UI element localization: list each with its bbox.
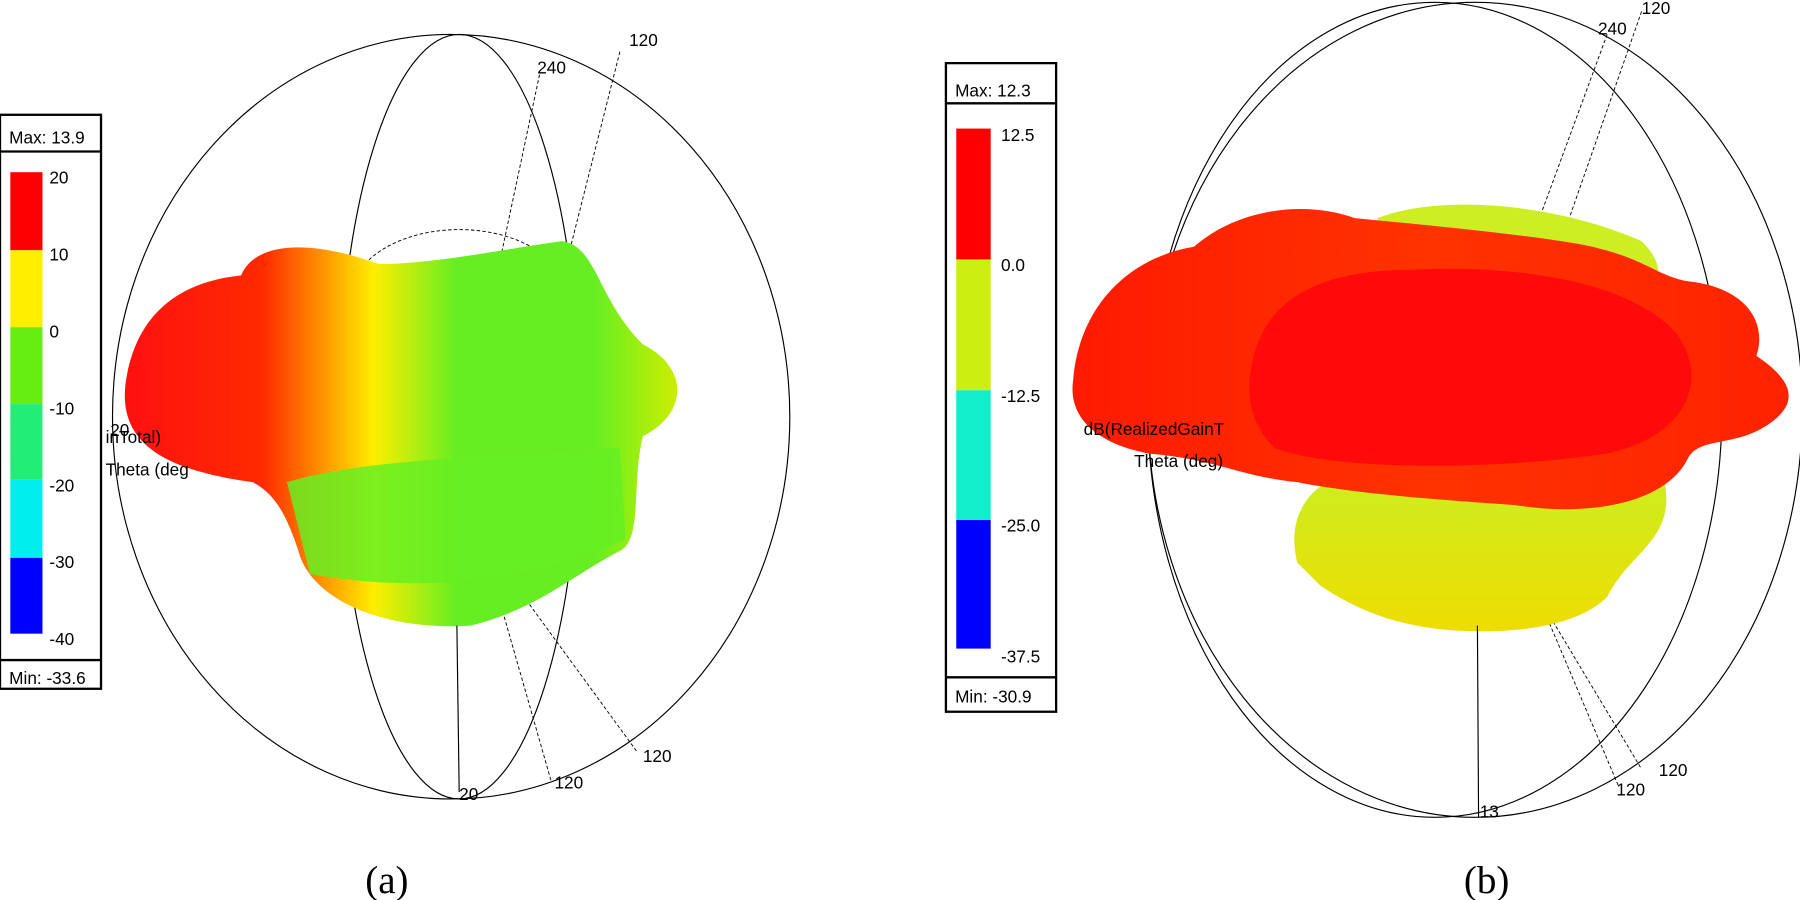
overlay-label: Theta (deg) — [1134, 451, 1223, 471]
scale-label: -12.5 — [1001, 386, 1040, 406]
scale-label: -40 — [49, 629, 74, 649]
panel-b-plot — [1072, 1, 1800, 818]
main-lobe — [1249, 268, 1692, 466]
panel-a-plot — [111, 33, 791, 800]
side-lobes — [286, 447, 626, 584]
axis-label: 120 — [643, 746, 672, 766]
scale-label: 12.5 — [1001, 125, 1034, 145]
scale-label: 0 — [49, 322, 59, 342]
max-label: Max: 12.3 — [955, 80, 1031, 100]
lower-lobes — [1294, 470, 1667, 632]
scale-label: -37.5 — [1001, 646, 1040, 666]
axis-label: 120 — [554, 773, 583, 793]
color-legend-a — [0, 113, 103, 690]
min-label: Min: -33.6 — [9, 668, 86, 688]
scale-label: -20 — [49, 475, 74, 495]
scale-label: -25.0 — [1001, 516, 1040, 536]
min-label: Min: -30.9 — [955, 687, 1032, 707]
axis-label: 240 — [1598, 18, 1627, 38]
overlay-label: dB(RealizedGainT — [1084, 419, 1225, 439]
axis-label: 120 — [1659, 760, 1688, 780]
axis-label: 120 — [1642, 0, 1671, 18]
scale-label: 0.0 — [1001, 255, 1025, 275]
scale-label: -10 — [49, 398, 74, 418]
overlay-label: Theta (deg — [106, 459, 189, 479]
overlay-label: 20 — [110, 420, 129, 440]
axis-label: 20 — [459, 784, 478, 804]
axis-label: 120 — [629, 30, 658, 50]
overlay-label: inTotal) — [106, 427, 161, 447]
axis-label: 13 — [1480, 801, 1499, 821]
caption: (b) — [1464, 859, 1509, 900]
max-label: Max: 13.9 — [9, 127, 85, 147]
axis-label: 240 — [537, 57, 566, 77]
axis-label: 120 — [1616, 780, 1645, 800]
caption: (a) — [365, 859, 408, 900]
scale-label: 20 — [49, 168, 68, 188]
scale-label: 10 — [49, 245, 68, 265]
scale-label: -30 — [49, 552, 74, 572]
color-legend-b — [944, 61, 1058, 713]
